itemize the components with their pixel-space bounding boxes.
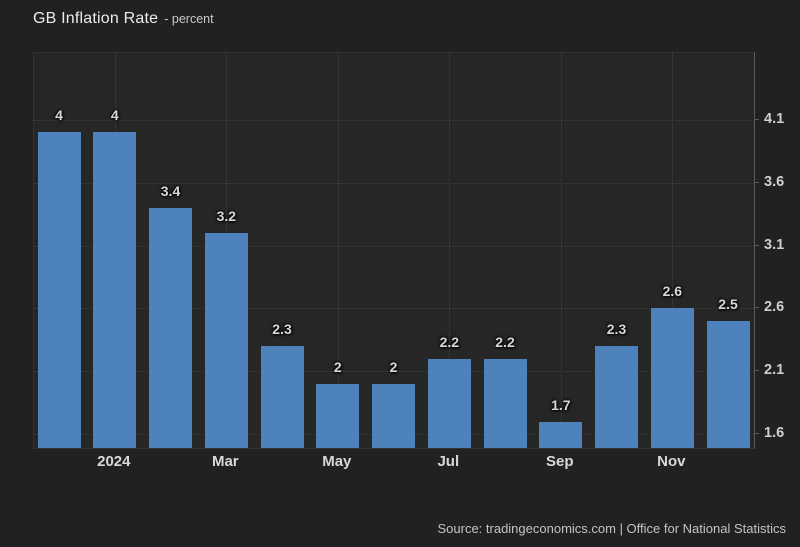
h-gridline	[34, 182, 754, 184]
x-tick-label: May	[322, 453, 352, 470]
h-gridline	[34, 371, 754, 373]
y-tick-label: 3.1	[764, 236, 785, 253]
bar[interactable]	[372, 383, 415, 448]
chart-title: GB Inflation Rate	[33, 10, 159, 27]
x-tick-label: Nov	[657, 453, 686, 470]
bar-value-label: 3.2	[216, 207, 237, 224]
chart-subtitle: - percent	[164, 12, 214, 26]
x-tick-label: 2024	[97, 453, 131, 470]
v-gridline	[449, 53, 451, 448]
bar-value-label: 2	[333, 358, 342, 375]
bar-value-label: 2.3	[606, 321, 627, 338]
bar-value-label: 2.6	[662, 283, 683, 300]
bar[interactable]	[650, 308, 694, 448]
v-gridline	[337, 53, 339, 448]
bar-value-label: 2.5	[718, 295, 738, 312]
bar-value-label: 2.3	[272, 321, 292, 338]
x-tick-label: Jul	[437, 453, 460, 470]
bar[interactable]	[149, 207, 192, 448]
bar[interactable]	[706, 320, 750, 448]
bar[interactable]	[595, 346, 638, 448]
bar[interactable]	[260, 346, 304, 448]
y-tick-label: 1.6	[764, 425, 785, 442]
bar-value-label: 4	[110, 107, 119, 124]
bar-value-label: 2.2	[439, 333, 460, 350]
bar[interactable]	[93, 132, 137, 448]
y-tick-mark	[754, 181, 759, 183]
x-axis: 2024 Mar May Jul Sep Nov	[33, 448, 753, 476]
bar-value-label: 2	[389, 358, 398, 375]
x-tick-label: Sep	[546, 453, 574, 470]
bar[interactable]	[539, 421, 583, 448]
v-gridline	[672, 53, 674, 448]
y-axis: 4.1 3.6 3.1 2.6 2.1 1.6	[754, 52, 800, 447]
bar[interactable]	[204, 232, 248, 448]
h-gridline	[34, 245, 754, 247]
y-tick-label: 4.1	[764, 110, 785, 127]
y-tick-mark	[754, 118, 759, 120]
y-tick-mark	[754, 370, 759, 372]
h-gridline	[34, 119, 754, 121]
source-attribution: Source: tradingeconomics.com | Office fo…	[437, 521, 786, 536]
chart-header: GB Inflation Rate - percent	[33, 10, 214, 28]
h-gridline	[34, 308, 754, 310]
bar[interactable]	[483, 358, 527, 448]
bar[interactable]	[316, 383, 360, 448]
bar-value-label: 2.2	[495, 333, 515, 350]
y-tick-label: 3.6	[764, 173, 785, 190]
bar-value-label: 3.4	[160, 182, 181, 199]
y-tick-mark	[754, 307, 759, 309]
y-tick-label: 2.6	[764, 299, 785, 316]
bar[interactable]	[427, 358, 471, 448]
y-tick-label: 2.1	[764, 362, 785, 379]
v-gridline	[560, 53, 562, 448]
bar-value-label: 4	[55, 107, 63, 124]
bar[interactable]	[37, 132, 81, 448]
y-tick-mark	[754, 244, 759, 246]
bar-value-label: 1.7	[551, 396, 571, 413]
y-tick-mark	[754, 433, 759, 435]
plot-area: 4 4 3.4 3.2 2.3 2 2 2.2 2.2 1.7 2.3 2.6 2.5	[33, 52, 755, 449]
x-tick-label: Mar	[211, 453, 239, 470]
